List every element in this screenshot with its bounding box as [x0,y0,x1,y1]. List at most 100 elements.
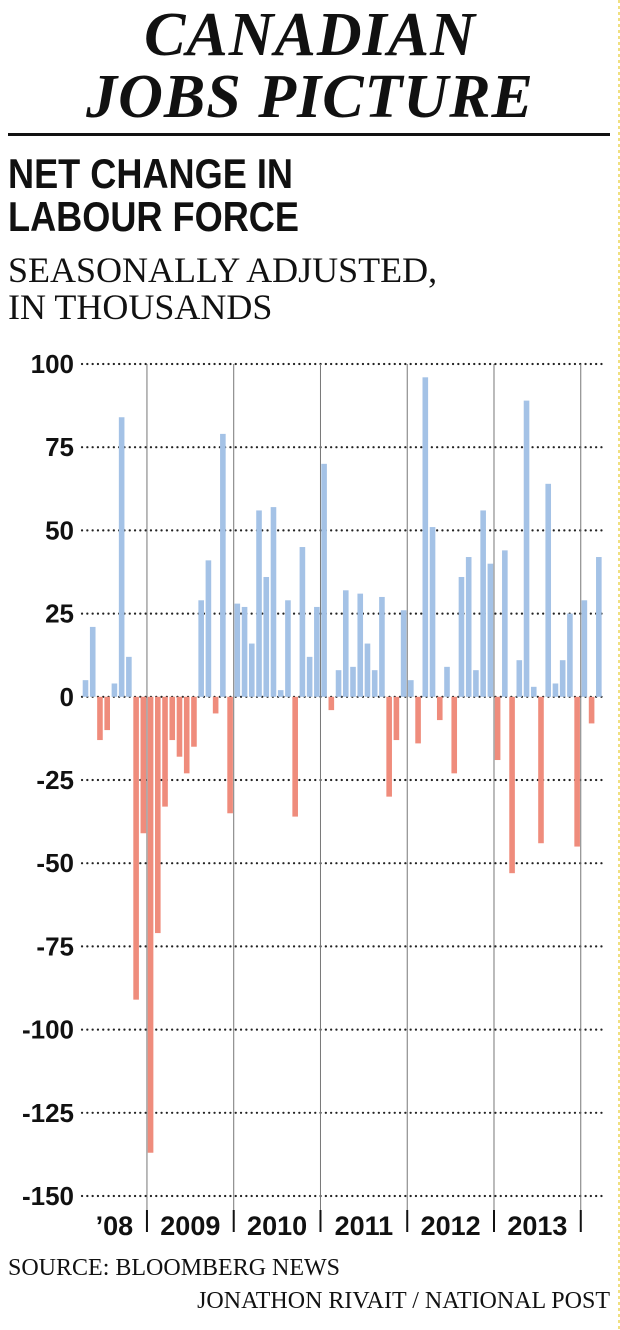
bar [415,696,421,744]
bar [335,670,342,697]
y-tick-label: -125 [22,1098,74,1128]
y-tick-label: 0 [60,682,74,712]
bar [451,696,458,774]
y-axis-labels: 100 75 50 25 0 -25 -50 -75 -100 -125 -150 [22,349,74,1211]
bar [299,547,306,697]
bar [487,563,494,697]
bar [429,527,436,697]
units-line-2: IN THOUSANDS [8,287,273,327]
chart-title: CANADIAN JOBS PICTURE [0,4,620,128]
bar [567,613,573,697]
y-tick-label: 100 [31,349,74,379]
bar [494,696,501,761]
title-line-2: JOBS PICTURE [86,63,534,131]
bar [198,600,204,697]
source-note: SOURCE: BLOOMBERG NEWS [8,1255,341,1281]
bar [270,507,277,697]
bar [357,593,364,697]
bar [509,696,515,874]
y-tick-label: -75 [36,931,74,961]
bar [155,696,161,934]
bar [212,696,219,714]
year-label: 2010 [247,1211,307,1241]
bar [234,603,241,697]
bar [241,606,248,697]
bar [458,576,465,697]
bar [574,696,580,847]
bar [400,610,407,697]
bar [162,696,168,807]
bar [133,696,139,1000]
bar [393,696,400,741]
bars [82,377,602,1153]
bar [328,696,335,711]
year-label: 2012 [421,1211,481,1241]
bar [183,696,190,774]
bar [581,600,588,697]
bar [502,550,508,697]
bar [89,626,96,697]
bar [169,696,176,741]
y-tick-label: 50 [45,515,74,545]
year-label: 2009 [160,1211,220,1241]
y-tick-label: -25 [36,765,74,795]
bar [205,560,212,697]
bar [559,660,566,697]
year-label: ’08 [96,1211,134,1241]
bar [552,683,559,697]
units-note: SEASONALLY ADJUSTED, IN THOUSANDS [8,252,437,326]
bar [596,557,602,697]
x-axis-year-labels: ’08 2009 2010 2011 2012 2013 [96,1211,568,1241]
bar [538,696,544,844]
bar [473,670,479,697]
bar [436,696,443,721]
bar [386,696,392,797]
bar [82,680,89,697]
bar [147,696,154,1153]
bar [588,696,595,724]
bar [545,483,552,697]
bar [350,666,356,697]
bar [371,670,378,697]
year-dividers [145,364,582,1232]
bar [465,557,472,697]
title-line-1: CANADIAN [144,1,476,69]
bar [321,463,327,697]
gridlines [80,362,604,1198]
title-divider [8,133,610,136]
bar [314,606,320,697]
y-tick-label: -50 [36,848,74,878]
bar [444,666,450,697]
bar [408,680,414,697]
bar [277,690,284,697]
page-edge [618,0,620,1330]
y-tick-label: -100 [22,1015,74,1045]
bar [422,377,429,697]
bar [248,643,255,697]
bar [263,576,270,697]
bar [379,596,385,697]
bar [342,590,349,697]
bar [126,656,132,697]
units-line-1: SEASONALLY ADJUSTED, [8,250,438,290]
year-label: 2011 [335,1211,394,1241]
bar [176,696,183,757]
bar [256,510,262,697]
bar [364,643,371,697]
bar [292,696,298,817]
bar [285,600,291,697]
year-label: 2013 [507,1211,567,1241]
bar [306,656,313,697]
bar-chart: 100 75 50 25 0 -25 -50 -75 -100 -125 -150 ’08 2009 2… [22,349,604,1241]
bar [227,696,233,814]
credit-note: JONATHON RIVAIT / NATIONAL POST [197,1288,610,1314]
y-tick-label: -150 [22,1181,74,1211]
subtitle-line-2: LABOUR FORCE [8,193,299,240]
bar [480,510,486,697]
bar [140,696,147,834]
bar [530,686,537,697]
bar [191,696,197,747]
bar [516,660,523,697]
subtitle-line-1: NET CHANGE IN [8,150,293,197]
bar [523,400,530,697]
